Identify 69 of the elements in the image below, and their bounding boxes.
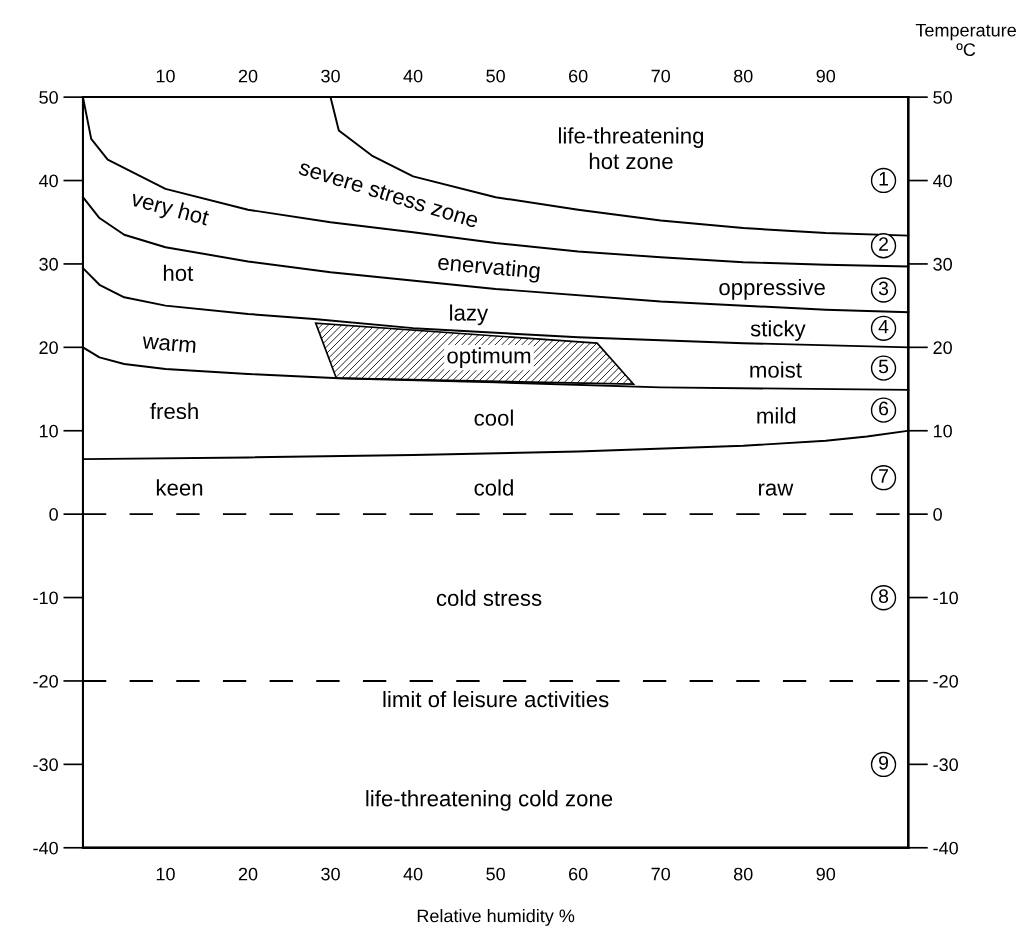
y2-tick-label: 40 (933, 174, 952, 188)
annotation: 6 (879, 401, 889, 416)
y-tick-label: -20 (33, 674, 58, 688)
annotation: severe stress zone (298, 160, 480, 229)
y-tick-label: 20 (39, 341, 58, 355)
x2-tick-label: 50 (486, 867, 505, 881)
annotation: fresh (150, 402, 198, 420)
x2-tick-label: 40 (403, 867, 423, 881)
annotation: oppressive (719, 278, 825, 300)
annotation: moist (750, 361, 802, 378)
x-axis-title: Relative humidity % (417, 909, 575, 926)
y-tick-label: 30 (39, 257, 58, 271)
annotation: 4 (878, 319, 889, 334)
annotation: life-threatening hot zone (558, 127, 704, 170)
y2-tick-label: 20 (933, 341, 952, 355)
ref-line-label: limit of leisure activities (383, 690, 609, 708)
x-tick-label: 30 (321, 69, 340, 83)
x-tick-label: 10 (156, 69, 175, 83)
annotation: 1 (879, 172, 888, 186)
annotation: 2 (879, 237, 888, 251)
annotation: 5 (878, 359, 889, 374)
annotation: lazy (450, 304, 489, 326)
annotation: optimum (447, 347, 531, 368)
annotation: raw (758, 483, 794, 496)
annotation: 8 (878, 589, 889, 604)
annotation: enervating (437, 253, 541, 283)
x-tick-label: 80 (733, 69, 753, 83)
x2-tick-label: 80 (733, 867, 753, 881)
x-tick-label: 40 (403, 69, 423, 83)
y2-tick-label: 0 (933, 508, 942, 521)
x2-tick-label: 20 (238, 867, 258, 881)
y-tick-label: -10 (33, 591, 58, 605)
x2-tick-label: 30 (321, 867, 340, 881)
x2-tick-label: 90 (816, 867, 836, 881)
annotation: sticky (750, 320, 806, 341)
x-tick-label: 50 (486, 69, 505, 83)
y-tick-label: 50 (39, 91, 58, 104)
y2-axis-title: Temperature ºC (915, 23, 1016, 57)
y-tick-label: -30 (33, 758, 58, 772)
annotation: 7 (879, 469, 888, 483)
annotation: cool (474, 409, 513, 426)
annotation: keen (156, 479, 203, 496)
x-tick-label: 70 (651, 69, 671, 83)
x-tick-label: 90 (816, 69, 836, 83)
annotation: very hot (128, 189, 211, 230)
y-tick-label: 0 (49, 508, 58, 521)
y2-tick-label: 10 (933, 424, 952, 438)
y-tick-label: 40 (38, 174, 58, 188)
annotation: cold stress (436, 589, 542, 607)
y2-tick-label: -40 (933, 841, 958, 855)
x-tick-label: 60 (569, 69, 588, 83)
annotation: mild (757, 407, 796, 424)
x2-tick-label: 70 (651, 867, 671, 881)
y2-tick-label: 30 (933, 257, 952, 271)
x2-tick-label: 60 (569, 867, 588, 881)
y2-tick-label: -30 (933, 758, 958, 772)
annotation: warm (142, 336, 196, 354)
y-tick-label: -40 (33, 841, 58, 855)
x-tick-label: 20 (238, 69, 258, 83)
y-tick-label: 10 (39, 424, 58, 438)
y2-tick-label: -10 (933, 591, 958, 605)
annotation: hot (163, 264, 194, 281)
annotation: 3 (878, 281, 889, 296)
annotation: life-threatening cold zone (366, 790, 613, 811)
annotation: 9 (879, 755, 889, 770)
annotation: cold (474, 479, 513, 496)
y2-tick-label: 50 (933, 91, 952, 104)
y2-tick-label: -20 (933, 674, 958, 688)
x2-tick-label: 10 (156, 867, 175, 881)
